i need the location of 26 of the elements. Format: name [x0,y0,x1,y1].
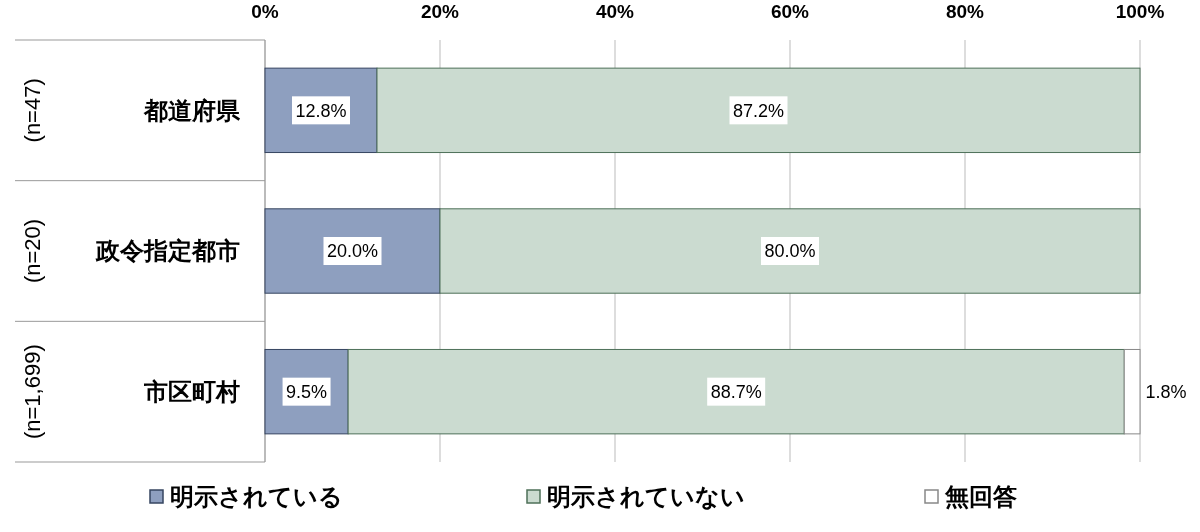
y-tick-label: 市区町村 [143,378,240,406]
x-tick-label: 0% [251,1,279,22]
bar [439,208,1141,294]
text: (n=47) [19,78,45,143]
legend-label: 明示されている [170,483,343,511]
bar [264,208,441,294]
legend-label: 明示されていない [547,483,745,511]
data-label: 9.5% [286,381,328,402]
x-tick-label: 80% [945,1,985,22]
y-tick-label: 都道府県 [143,96,241,124]
text: (n=1,699) [19,344,45,440]
bar [376,67,1141,154]
x-tick-label: 60% [770,1,810,22]
data-label: 87.2% [732,100,785,121]
x-tick-label: 100% [1115,1,1165,22]
data-label: 20.0% [326,241,379,262]
data-label: 12.8% [295,100,347,121]
legend-label: 無回答 [944,483,1017,511]
data-label: 1.8% [1145,381,1187,402]
y-tick-label: 政令指定都市 [95,237,240,265]
data-label: 80.0% [764,241,816,262]
bar [347,348,1125,435]
text: (n=20) [19,218,45,284]
x-tick-label: 20% [420,1,460,22]
data-label: 88.7% [710,381,762,402]
x-tick-label: 40% [595,1,635,22]
